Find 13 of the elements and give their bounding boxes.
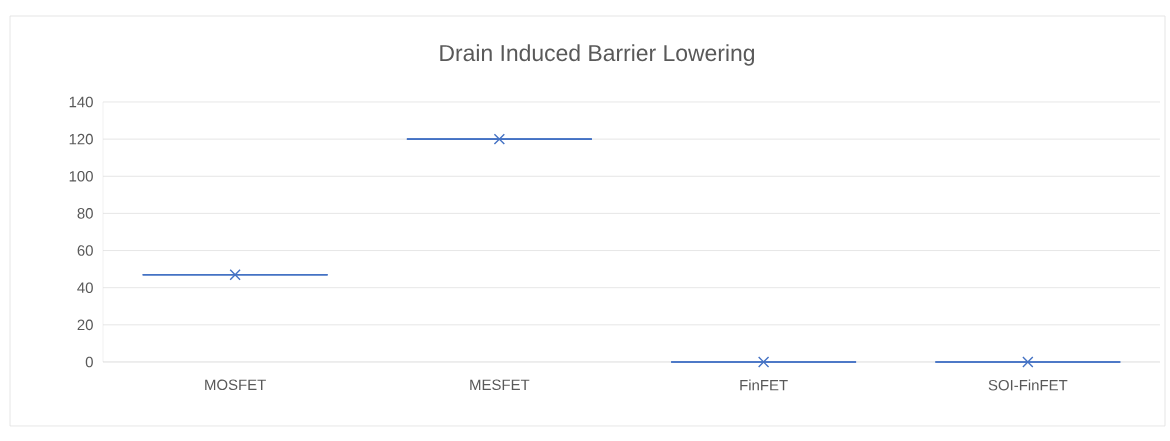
y-tick-label: 140 <box>69 96 93 108</box>
y-tick-label: 100 <box>69 170 93 182</box>
x-tick-label: MESFET <box>470 379 530 391</box>
y-tick-label: 20 <box>77 319 93 331</box>
chart-title: Drain Induced Barrier Lowering <box>440 44 755 66</box>
x-tick-label: MOSFET <box>205 379 266 391</box>
y-tick-label: 60 <box>77 245 93 256</box>
x-tick-label: SOI-FinFET <box>988 379 1068 391</box>
y-tick-label: 0 <box>85 356 93 368</box>
y-tick-label: 40 <box>77 282 93 293</box>
x-tick-label: FinFET <box>740 379 788 391</box>
y-tick-label: 120 <box>69 133 93 145</box>
y-tick-label: 80 <box>77 208 93 219</box>
